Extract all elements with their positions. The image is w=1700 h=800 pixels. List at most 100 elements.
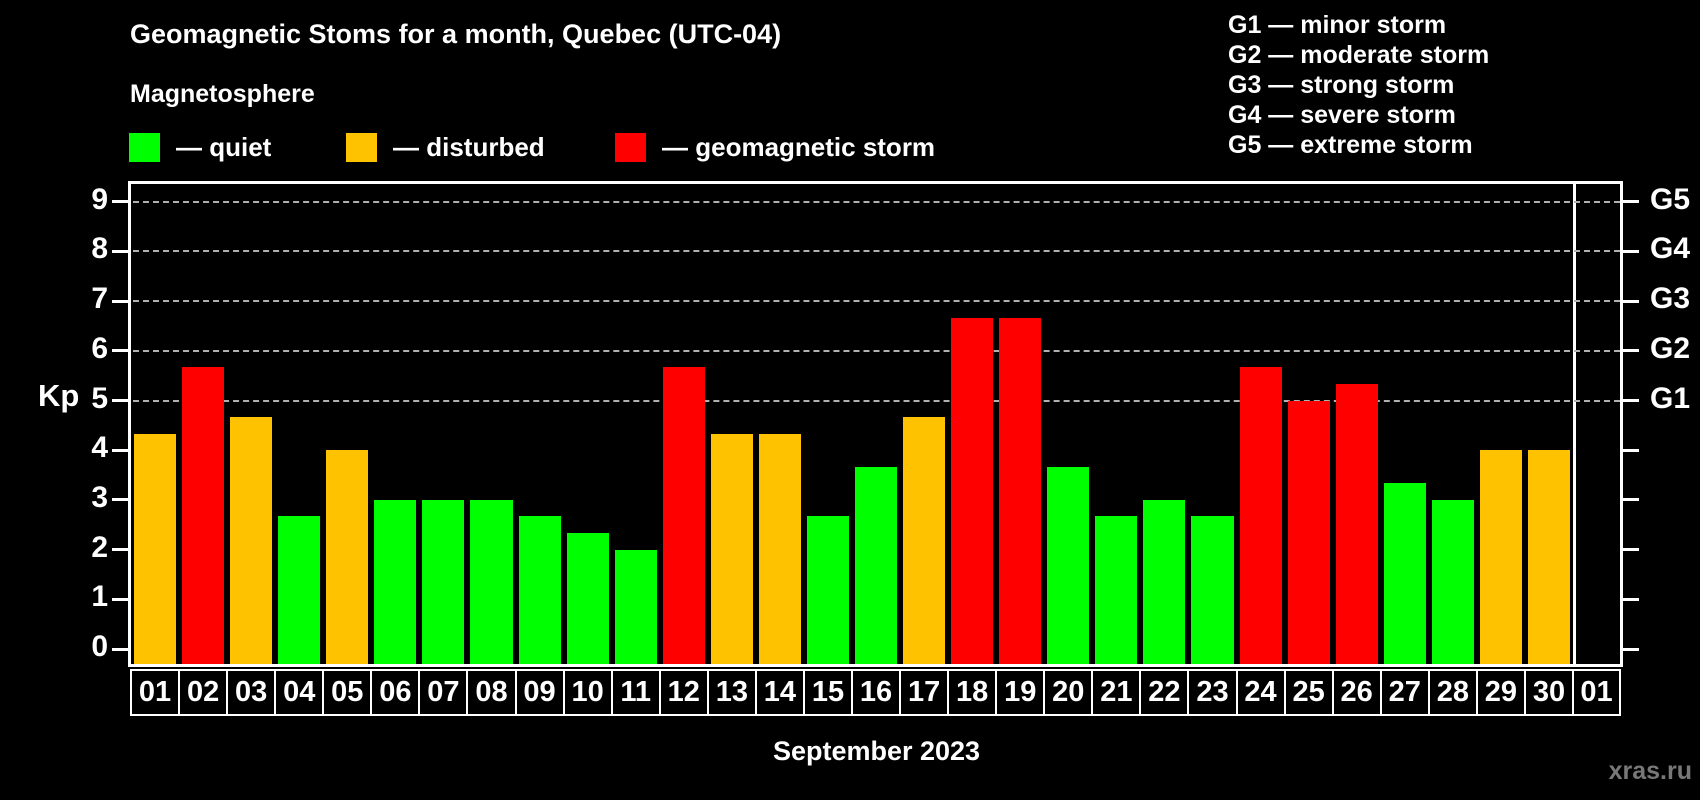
gridline-kp5 xyxy=(133,399,1620,402)
x-label-29: 29 xyxy=(1475,669,1526,716)
y-tick-right-0 xyxy=(1620,647,1639,651)
y-tick-left-6 xyxy=(112,349,131,353)
y-tick-label-7: 7 xyxy=(91,282,108,316)
y-tick-right-3 xyxy=(1620,498,1639,502)
y-tick-left-2 xyxy=(112,548,131,552)
bar-day-11 xyxy=(614,549,657,664)
x-label-30: 30 xyxy=(1523,669,1574,716)
x-label-17: 17 xyxy=(899,669,950,716)
y-tick-right-9 xyxy=(1620,200,1639,204)
bar-day-28 xyxy=(1431,499,1474,664)
legend-label-storm: — geomagnetic storm xyxy=(662,131,936,162)
storm-scale-g5: G5 — extreme storm xyxy=(1228,131,1473,159)
storm-scale-g1: G1 — minor storm xyxy=(1228,11,1447,39)
bar-day-24 xyxy=(1239,367,1282,664)
y-tick-left-8 xyxy=(112,249,131,253)
y-tick-label-5: 5 xyxy=(91,381,108,415)
bar-day-17 xyxy=(903,416,946,664)
bar-day-03 xyxy=(230,416,273,664)
legend-label-quiet: — quiet xyxy=(176,131,272,162)
bar-day-01 xyxy=(134,433,177,664)
g-label-g5: G5 xyxy=(1650,182,1691,216)
x-label-23: 23 xyxy=(1187,669,1238,716)
x-label-14: 14 xyxy=(754,669,805,716)
y-tick-label-8: 8 xyxy=(91,232,108,266)
y-tick-left-0 xyxy=(112,647,131,651)
x-label-05: 05 xyxy=(322,669,373,716)
x-label-16: 16 xyxy=(851,669,902,716)
x-label-13: 13 xyxy=(706,669,757,716)
bar-day-27 xyxy=(1383,483,1426,664)
x-label-06: 06 xyxy=(370,669,421,716)
bar-day-07 xyxy=(422,499,465,664)
bar-day-21 xyxy=(1095,516,1138,664)
bar-day-14 xyxy=(758,433,801,664)
bar-day-18 xyxy=(951,317,994,664)
g-label-g4: G4 xyxy=(1650,232,1691,266)
storm-scale-legend: G1 — minor storm G2 — moderate storm G3 … xyxy=(1228,10,1489,160)
y-tick-right-5 xyxy=(1620,399,1639,402)
y-tick-label-0: 0 xyxy=(91,630,108,663)
bar-day-10 xyxy=(566,533,609,664)
g-label-g2: G2 xyxy=(1650,331,1691,365)
disturbed-color-swatch xyxy=(346,132,377,162)
x-label-08: 08 xyxy=(466,669,517,716)
storm-scale-g2: G2 — moderate storm xyxy=(1228,41,1490,69)
x-label-next-month-01: 01 xyxy=(1572,669,1621,716)
bar-day-29 xyxy=(1479,450,1522,664)
g-label-g1: G1 xyxy=(1650,381,1691,415)
bar-day-04 xyxy=(278,516,321,664)
bar-day-23 xyxy=(1191,516,1234,664)
x-label-01: 01 xyxy=(130,669,181,716)
x-label-19: 19 xyxy=(995,669,1046,716)
x-label-26: 26 xyxy=(1331,669,1382,716)
y-tick-label-1: 1 xyxy=(91,580,108,614)
y-tick-left-4 xyxy=(112,448,131,452)
storm-scale-g4: G4 — severe storm xyxy=(1228,101,1456,129)
y-tick-left-3 xyxy=(112,498,131,502)
x-label-10: 10 xyxy=(562,669,613,716)
x-label-25: 25 xyxy=(1283,669,1334,716)
x-label-02: 02 xyxy=(178,669,229,716)
x-label-04: 04 xyxy=(274,669,325,716)
gridline-kp6 xyxy=(133,349,1620,352)
bar-day-05 xyxy=(326,450,369,664)
y-tick-label-3: 3 xyxy=(91,480,108,514)
bar-day-25 xyxy=(1287,400,1330,664)
gridline-kp8 xyxy=(133,250,1620,253)
x-label-15: 15 xyxy=(802,669,853,716)
bar-day-09 xyxy=(518,516,561,664)
x-label-20: 20 xyxy=(1043,669,1094,716)
bar-day-20 xyxy=(1047,466,1090,664)
bar-day-26 xyxy=(1335,384,1378,664)
y-tick-right-8 xyxy=(1620,249,1639,253)
bar-day-06 xyxy=(374,499,417,664)
y-tick-left-1 xyxy=(112,597,131,601)
x-label-27: 27 xyxy=(1379,669,1430,716)
legend-item-quiet: — quiet xyxy=(129,131,271,163)
chart-title: Geomagnetic Stoms for a month, Quebec (U… xyxy=(130,19,782,49)
x-axis-title: September 2023 xyxy=(772,736,981,766)
bar-day-02 xyxy=(182,367,225,664)
x-label-22: 22 xyxy=(1139,669,1190,716)
y-tick-left-5 xyxy=(112,399,131,402)
quiet-color-swatch xyxy=(129,132,160,162)
x-label-03: 03 xyxy=(226,669,277,716)
legend-item-disturbed: — disturbed xyxy=(346,131,545,163)
y-tick-label-9: 9 xyxy=(91,182,108,216)
plot-frame xyxy=(128,181,1623,667)
y-tick-right-4 xyxy=(1620,448,1639,452)
y-tick-label-4: 4 xyxy=(91,431,108,465)
bar-day-08 xyxy=(470,499,513,664)
x-label-21: 21 xyxy=(1091,669,1142,716)
storm-scale-g3: G3 — strong storm xyxy=(1228,71,1455,99)
x-label-28: 28 xyxy=(1427,669,1478,716)
x-label-07: 07 xyxy=(418,669,469,716)
y-tick-right-6 xyxy=(1620,349,1639,353)
y-tick-left-7 xyxy=(112,299,131,303)
bar-day-13 xyxy=(710,433,753,664)
x-label-11: 11 xyxy=(610,669,661,716)
bar-day-19 xyxy=(999,317,1042,664)
bar-day-15 xyxy=(806,516,849,664)
